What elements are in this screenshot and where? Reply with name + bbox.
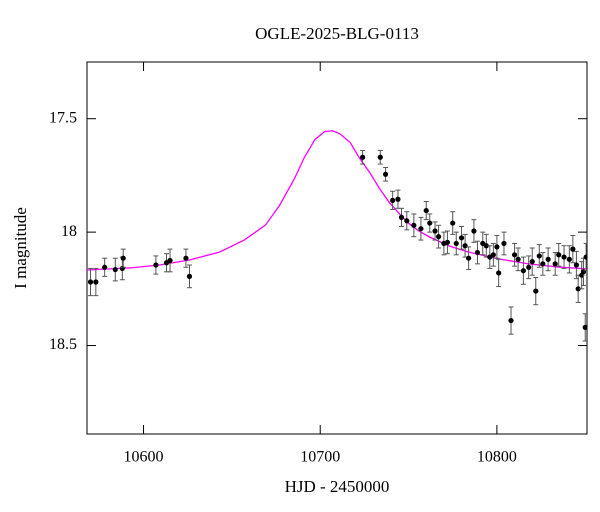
data-point	[183, 255, 189, 261]
y-tick-label: 18.5	[49, 336, 77, 353]
data-point	[483, 243, 489, 249]
data-point	[494, 244, 500, 250]
data-point	[382, 171, 389, 177]
x-axis-label: HJD - 2450000	[285, 477, 390, 496]
data-point	[411, 222, 417, 228]
data-point	[501, 240, 507, 247]
plot-frame	[86, 61, 588, 435]
data-point	[458, 235, 465, 241]
data-point	[453, 240, 459, 247]
plot-area	[87, 130, 587, 342]
data-point	[490, 252, 496, 258]
data-point	[423, 207, 429, 214]
data-point	[545, 256, 551, 262]
data-point	[566, 256, 572, 262]
data-point	[167, 257, 173, 264]
data-point	[153, 262, 159, 268]
data-point	[120, 255, 126, 261]
data-point	[529, 259, 535, 265]
data-point	[570, 246, 576, 252]
data-point	[87, 279, 94, 285]
data-point	[418, 226, 424, 232]
data-point	[573, 262, 579, 268]
data-point	[496, 270, 502, 276]
data-point	[404, 218, 410, 224]
data-point	[511, 252, 518, 258]
data-point	[536, 253, 542, 259]
data-point	[390, 197, 396, 203]
data-point	[471, 228, 477, 234]
data-point	[377, 154, 383, 160]
data-point	[93, 279, 99, 285]
data-point	[444, 239, 451, 245]
data-point	[466, 255, 472, 261]
data-point	[186, 273, 193, 279]
data-point	[102, 264, 108, 270]
data-point	[435, 234, 442, 240]
data-point	[515, 256, 521, 262]
data-point	[119, 265, 125, 272]
data-point	[561, 254, 567, 260]
data-point	[526, 264, 532, 270]
data-point	[508, 317, 514, 324]
data-point	[395, 196, 401, 202]
data-point	[533, 288, 539, 294]
data-point	[556, 252, 562, 258]
data-point	[398, 214, 405, 220]
data-point	[575, 286, 581, 292]
data-point	[432, 228, 438, 234]
data-point	[540, 261, 546, 267]
y-tick-label: 17.5	[49, 109, 77, 126]
data-point	[580, 269, 587, 275]
data-point	[520, 268, 526, 274]
x-tick-label: 10800	[477, 449, 517, 466]
data-point	[474, 249, 481, 256]
y-axis-label: I magnitude	[11, 207, 30, 289]
data-point	[112, 266, 118, 273]
chart-title: OGLE-2025-BLG-0113	[255, 24, 419, 43]
model-curve	[87, 130, 587, 271]
x-tick-label: 10700	[300, 449, 340, 466]
data-point	[427, 220, 433, 226]
x-tick-label: 10600	[124, 449, 164, 466]
data-point	[582, 324, 587, 330]
data-point	[360, 154, 366, 160]
data-point	[552, 261, 558, 267]
data-point	[450, 220, 456, 226]
data-point	[462, 243, 468, 249]
y-tick-label: 18	[61, 223, 77, 240]
data-point	[583, 254, 587, 260]
